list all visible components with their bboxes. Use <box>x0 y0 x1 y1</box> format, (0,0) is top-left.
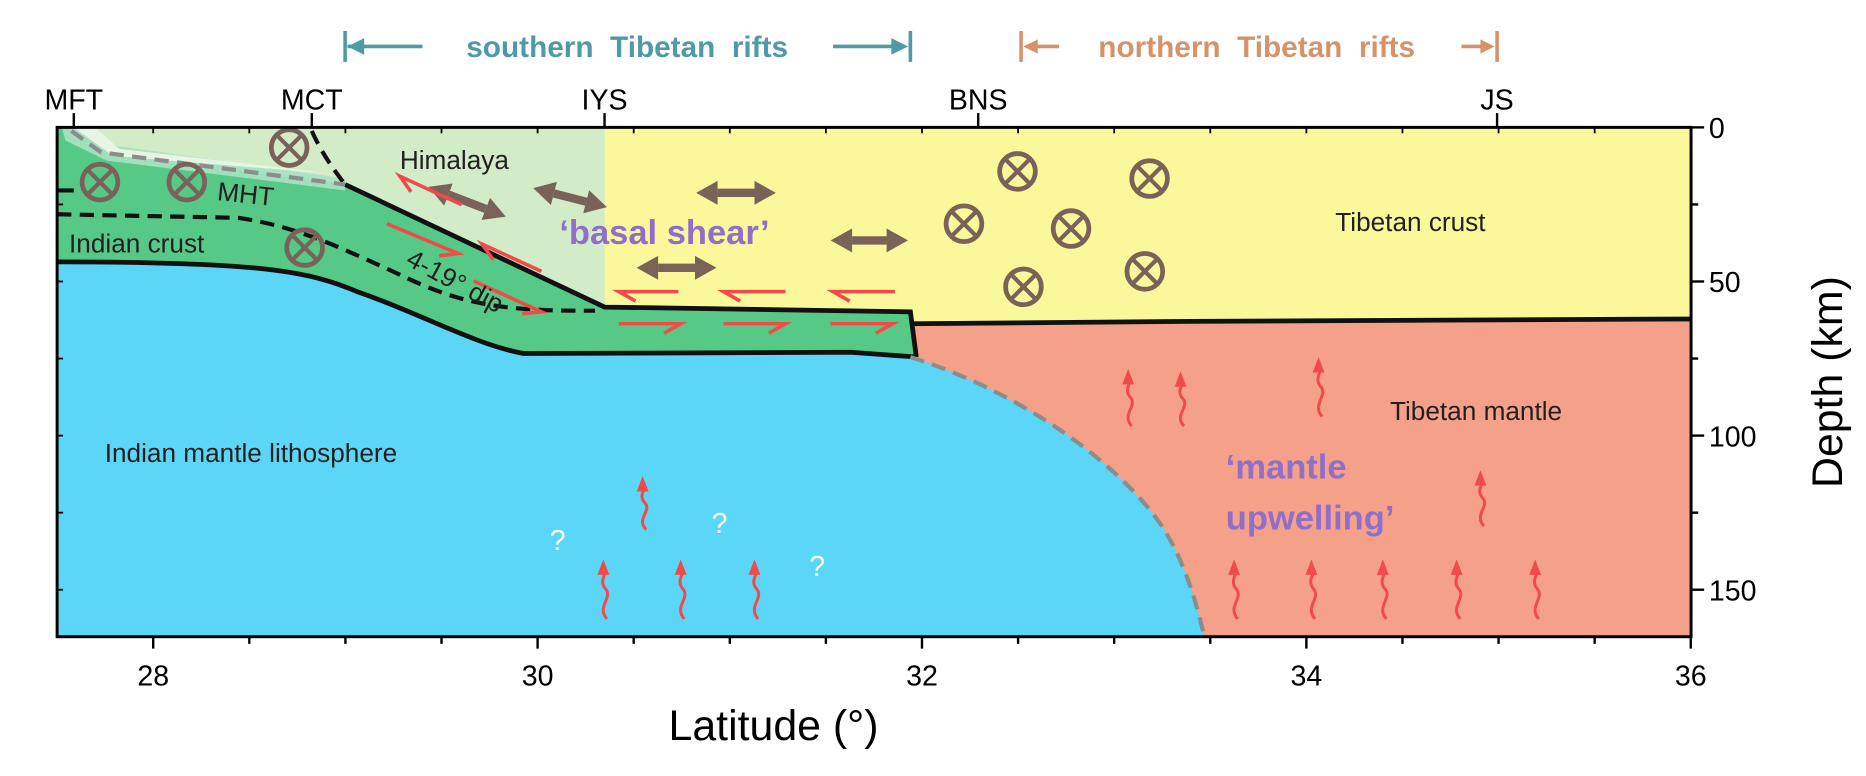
into-page-motion-icon <box>1124 251 1166 292</box>
shear-sense-arrow-icon <box>716 289 786 303</box>
indian-crust-label: Indian crust <box>69 228 205 258</box>
tibetan-mantle-label: Tibetan mantle <box>1390 396 1562 426</box>
upwelling-arrow-icon <box>748 559 761 620</box>
question-mark: ? <box>809 551 825 583</box>
fault-label-js: JS <box>1480 85 1513 117</box>
himalaya-region <box>57 127 605 308</box>
northern-rifts-label: northern Tibetan rifts <box>1098 31 1415 64</box>
shear-sense-arrow-icon <box>830 321 900 335</box>
mft-wedge-highlight <box>73 127 334 174</box>
upwelling-arrow-icon <box>1228 559 1241 620</box>
y-tick-label: 100 <box>1709 421 1757 453</box>
y-axis-label: Depth (km) <box>1804 276 1852 488</box>
mct-dashed-line <box>309 130 347 186</box>
mid-crust-dashed-line <box>57 212 596 313</box>
indian-mantle-label: Indian mantle lithosphere <box>105 438 397 468</box>
extension-double-arrow-icon <box>696 180 776 205</box>
into-page-motion-icon <box>268 127 310 168</box>
southern-rifts-range <box>343 30 913 62</box>
shear-sense-arrow-icon <box>618 321 688 335</box>
question-mark: ? <box>712 508 728 540</box>
shear-sense-arrow-icon <box>476 239 543 273</box>
into-page-motion-icon <box>79 161 121 203</box>
x-tick-label: 32 <box>906 661 938 693</box>
mantle-upwelling-label-line1: ‘mantle <box>1226 448 1347 486</box>
shear-sense-arrow-icon <box>826 289 895 303</box>
tibetan-moho-line <box>910 316 1692 327</box>
upwelling-arrow-icon <box>1529 559 1542 620</box>
mht-label: MHT <box>216 176 276 212</box>
y-tick-label: 0 <box>1709 113 1725 145</box>
fault-label-bns: BNS <box>949 85 1008 117</box>
tibetan-crust-region <box>604 127 1692 324</box>
extension-double-arrow-icon <box>830 228 909 253</box>
extension-double-arrow-icon <box>636 255 717 280</box>
x-tick-label: 30 <box>522 661 554 693</box>
upwelling-arrow-icon <box>1450 559 1463 620</box>
fault-label-mct: MCT <box>281 85 343 117</box>
x-tick-label: 34 <box>1290 661 1322 693</box>
upwelling-arrow-icon <box>1174 371 1187 428</box>
upwelling-arrow-icon <box>674 559 687 620</box>
basal-shear-label: ‘basal shear’ <box>559 214 769 252</box>
himalaya-label: Himalaya <box>400 145 510 175</box>
tibetan-crust-label: Tibetan crust <box>1335 207 1486 237</box>
fault-label-iys: IYS <box>582 85 628 117</box>
question-mark: ? <box>550 525 566 557</box>
shear-sense-arrow-icon <box>386 222 466 258</box>
into-page-motion-icon <box>943 203 985 245</box>
slab-edge-gray-dashed-line <box>909 355 1207 637</box>
upwelling-arrow-icon <box>597 559 610 620</box>
indian-crust-region <box>57 127 917 358</box>
upwelling-arrow-icon <box>1474 470 1487 528</box>
shear-sense-arrow-icon <box>723 321 793 335</box>
southern-rifts-label: southern Tibetan rifts <box>466 31 788 64</box>
fault-label-mft: MFT <box>44 85 103 117</box>
into-page-motion-icon <box>284 227 325 268</box>
upwelling-arrow-icon <box>1305 559 1318 620</box>
shear-sense-arrow-icon <box>612 289 679 303</box>
upwelling-arrow-icon <box>636 476 649 531</box>
mantle-upwelling-label-line2: upwelling’ <box>1226 500 1395 538</box>
into-page-motion-icon <box>166 161 208 203</box>
shear-sense-arrow-icon <box>472 279 549 316</box>
upwelling-arrow-icon <box>1312 357 1325 418</box>
y-tick-label: 50 <box>1709 267 1741 299</box>
x-tick-label: 28 <box>137 661 169 693</box>
into-page-motion-icon <box>1050 208 1092 249</box>
plot-frame <box>55 125 1693 639</box>
y-tick-label: 150 <box>1709 575 1757 607</box>
x-axis-label: Latitude (°) <box>669 702 879 750</box>
x-tick-label: 36 <box>1675 661 1707 693</box>
upwelling-arrow-icon <box>1122 368 1135 428</box>
upwelling-arrow-icon <box>1376 559 1389 620</box>
extension-double-arrow-icon <box>533 181 607 214</box>
into-page-motion-icon <box>1129 158 1170 199</box>
slab-bottom-line <box>57 259 917 360</box>
mft-gray-dashed-line <box>70 129 346 187</box>
into-page-motion-icon <box>1003 266 1044 308</box>
tibetan-mantle-region <box>910 318 1692 637</box>
northern-rifts-range <box>1019 30 1499 62</box>
slab-top-line <box>344 182 919 358</box>
into-page-motion-icon <box>997 151 1038 192</box>
shear-sense-arrow-icon <box>394 171 463 207</box>
